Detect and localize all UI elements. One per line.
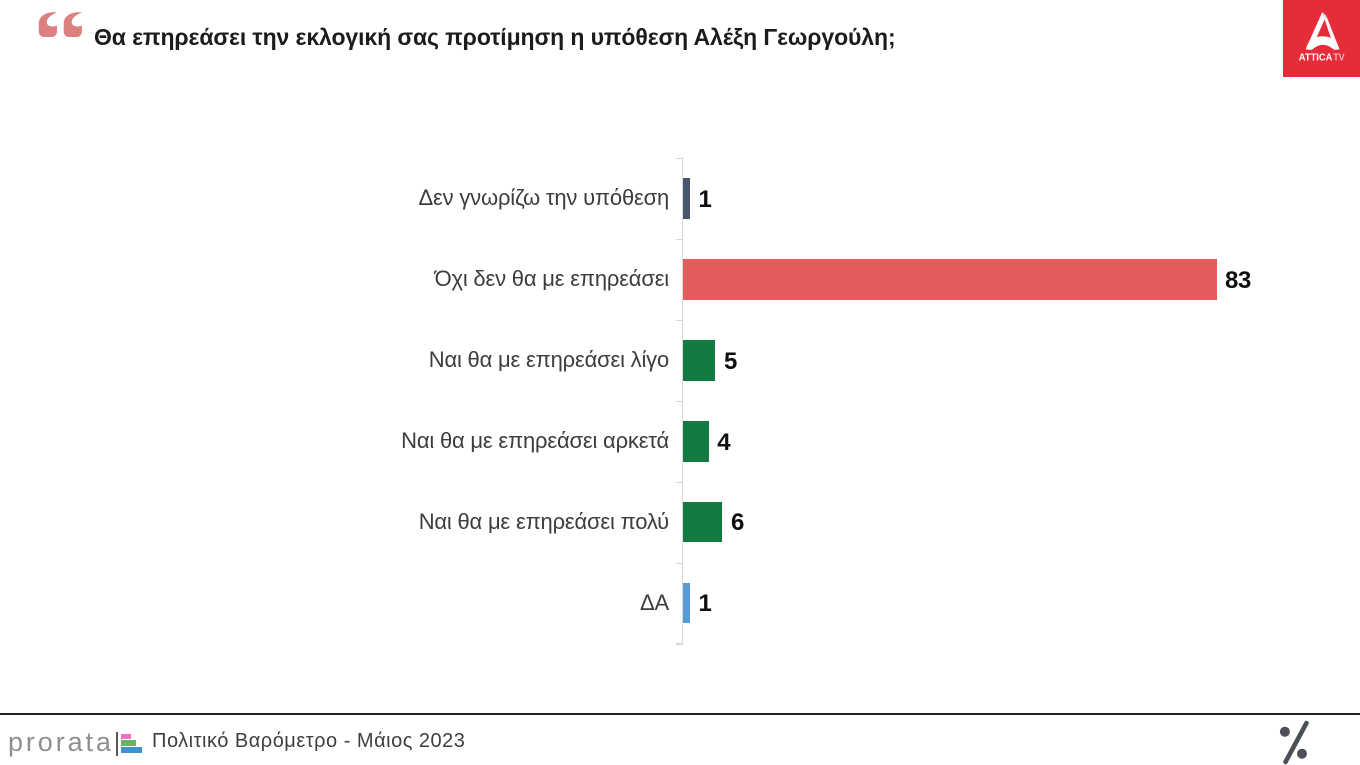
svg-text:TV: TV (1333, 53, 1345, 64)
svg-text:ATTICA: ATTICA (1299, 53, 1333, 64)
